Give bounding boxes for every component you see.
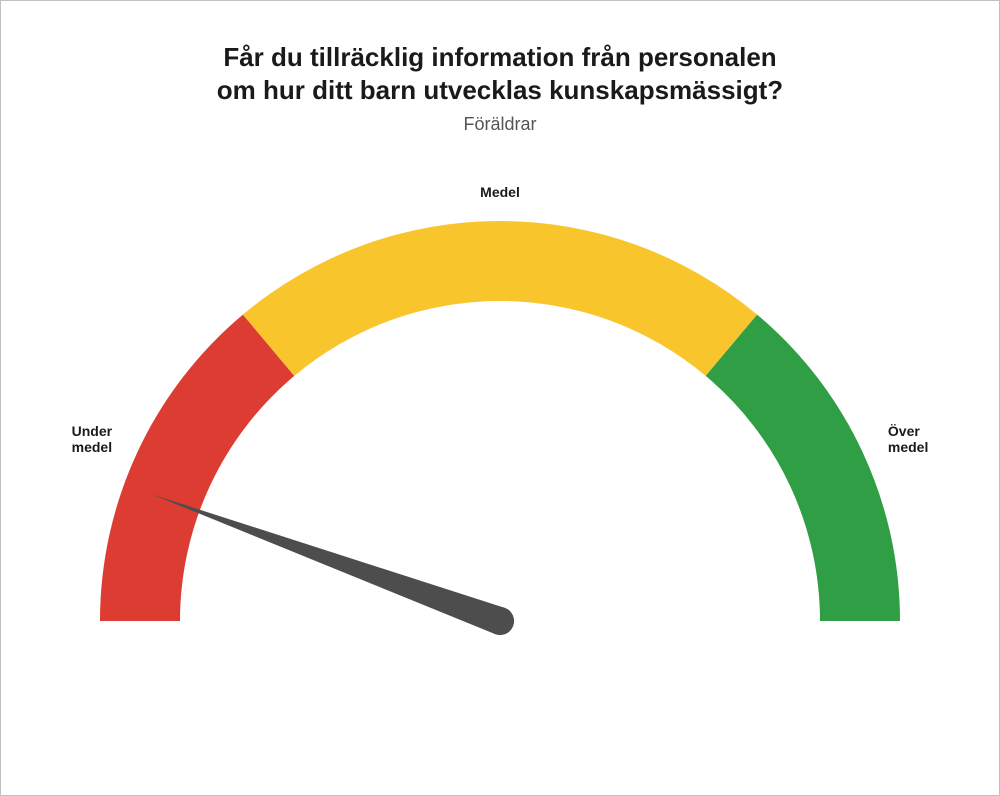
gauge-segment — [100, 315, 294, 621]
gauge-label-medel: Medel — [480, 184, 520, 200]
gauge-segment — [243, 221, 757, 376]
chart-title: Får du tillräcklig information från pers… — [1, 41, 999, 106]
chart-title-line1: Får du tillräcklig information från pers… — [223, 42, 776, 72]
gauge-chart: Undermedel Medel Övermedel — [1, 151, 999, 771]
gauge-segment — [706, 315, 900, 621]
chart-subtitle: Föräldrar — [1, 114, 999, 135]
gauge-label-under-medel: Undermedel — [72, 423, 113, 455]
gauge-needle-hub — [486, 607, 514, 635]
gauge-svg: Undermedel Medel Övermedel — [20, 151, 980, 771]
chart-frame: Får du tillräcklig information från pers… — [0, 0, 1000, 796]
gauge-label-over-medel: Övermedel — [888, 423, 928, 455]
chart-title-line2: om hur ditt barn utvecklas kunskapsmässi… — [217, 75, 783, 105]
title-block: Får du tillräcklig information från pers… — [1, 41, 999, 135]
gauge-needle — [152, 494, 514, 635]
